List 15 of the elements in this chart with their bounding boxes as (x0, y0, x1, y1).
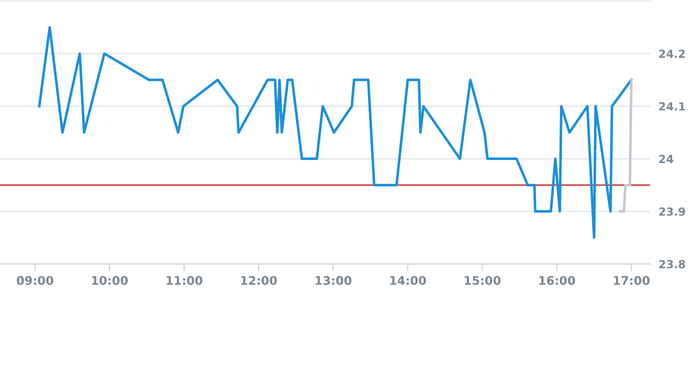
y-tick-label: 24.2 (659, 50, 685, 58)
line-series (38, 26, 633, 239)
y-tick-label: 23.9 (659, 207, 686, 216)
y-tick-label: 23.8 (659, 260, 686, 268)
y-tick-label: 24.1 (659, 102, 685, 110)
y-tick-label: 24 (659, 154, 674, 164)
x-tick-label: 13:00 (316, 276, 352, 285)
x-tick-label: 09:00 (16, 276, 54, 285)
x-tick-label: 10:00 (92, 276, 128, 285)
x-tick-label: 16:00 (539, 276, 576, 285)
x-tick-label: 14:00 (390, 276, 426, 285)
x-tick-label: 15:00 (464, 276, 501, 285)
x-tick-label: 17:00 (614, 276, 650, 285)
x-tick-label: 11:00 (166, 276, 202, 285)
x-tick-label: 12:00 (241, 276, 277, 285)
